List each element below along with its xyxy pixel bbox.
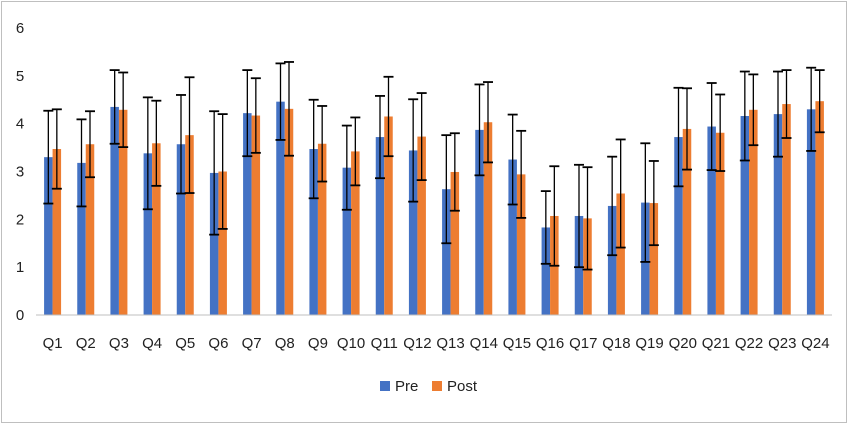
y-tick-label: 4 xyxy=(16,116,24,133)
bar-pre-q1 xyxy=(44,157,53,315)
bar-pre-q23 xyxy=(773,114,783,315)
bar-pre-q3 xyxy=(110,106,119,315)
bar-post-q23 xyxy=(782,104,791,316)
bar-post-q1 xyxy=(52,149,62,315)
y-tick-label: 1 xyxy=(16,259,24,276)
bar-post-q8 xyxy=(284,108,294,315)
y-tick-label: 3 xyxy=(16,164,24,181)
bar-post-q4 xyxy=(152,143,161,315)
bar-post-q5 xyxy=(185,135,194,315)
bar-pre-q2 xyxy=(77,162,86,315)
bar-post-q12 xyxy=(417,136,426,315)
y-tick-label: 2 xyxy=(16,211,24,228)
x-tick-label: Q1 xyxy=(43,335,63,352)
bar-pre-q18 xyxy=(607,205,617,315)
bar-pre-q6 xyxy=(209,172,219,315)
error-bar-marks xyxy=(43,61,825,271)
x-tick-label: Q13 xyxy=(436,335,464,352)
bar-post-q7 xyxy=(251,115,261,315)
bar-pre-q7 xyxy=(243,113,252,315)
bar-marks xyxy=(44,101,824,316)
x-tick-label: Q5 xyxy=(175,335,195,352)
x-tick-label: Q20 xyxy=(669,335,697,352)
x-tick-label: Q17 xyxy=(569,335,597,352)
legend-swatch-post xyxy=(432,381,442,391)
x-tick-label: Q4 xyxy=(142,335,162,352)
bar-post-q13 xyxy=(450,171,460,315)
x-tick-label: Q7 xyxy=(242,335,262,352)
bar-post-q15 xyxy=(516,174,526,315)
bar-post-q6 xyxy=(218,171,227,315)
bar-post-q18 xyxy=(616,193,625,315)
x-axis-tick-labels: Q1 Q2 Q3 Q4 Q5 Q6 Q7 Q8 Q9 Q10 Q11 Q12 Q13 Q14 Q15 Q16 Q… xyxy=(43,335,830,352)
bar-pre-q14 xyxy=(475,129,484,315)
bar-pre-q9 xyxy=(309,149,318,315)
y-tick-label: 5 xyxy=(16,68,24,85)
y-tick-label: 0 xyxy=(16,307,24,324)
x-tick-label: Q10 xyxy=(337,335,365,352)
bar-pre-q22 xyxy=(740,116,750,315)
bar-pre-q12 xyxy=(408,150,418,315)
x-tick-label: Q19 xyxy=(635,335,663,352)
bar-pre-q8 xyxy=(276,101,285,315)
x-tick-label: Q6 xyxy=(208,335,228,352)
bar-post-q22 xyxy=(749,109,758,315)
bar-post-q21 xyxy=(715,132,725,315)
bar-pre-q24 xyxy=(806,109,816,315)
y-tick-label: 6 xyxy=(16,20,24,37)
bar-pre-q4 xyxy=(143,153,153,315)
x-tick-label: Q18 xyxy=(602,335,630,352)
legend: Pre Post xyxy=(380,378,478,395)
bar-post-q19 xyxy=(649,203,659,315)
bar-post-q3 xyxy=(118,109,128,315)
x-tick-label: Q15 xyxy=(503,335,531,352)
x-tick-label: Q23 xyxy=(768,335,796,352)
x-tick-label: Q12 xyxy=(403,335,431,352)
bar-post-q14 xyxy=(483,122,493,316)
bar-pre-q11 xyxy=(375,137,385,315)
legend-swatch-pre xyxy=(380,381,390,391)
x-tick-label: Q9 xyxy=(308,335,328,352)
x-tick-label: Q11 xyxy=(371,335,398,352)
y-axis-tick-labels: 0 1 2 3 4 5 6 xyxy=(16,20,24,324)
x-tick-label: Q21 xyxy=(702,335,730,352)
legend-label-post: Post xyxy=(447,378,478,395)
bar-post-q2 xyxy=(85,144,95,315)
x-tick-label: Q14 xyxy=(470,335,498,352)
bar-pre-q10 xyxy=(342,167,352,315)
x-tick-label: Q24 xyxy=(801,335,829,352)
bar-post-q11 xyxy=(384,116,393,315)
bar-post-q9 xyxy=(317,143,327,315)
bar-post-q10 xyxy=(351,151,360,315)
x-tick-label: Q3 xyxy=(109,335,129,352)
bar-pre-q5 xyxy=(176,144,186,315)
bar-pre-q21 xyxy=(707,126,716,315)
x-tick-label: Q22 xyxy=(735,335,763,352)
bar-pre-q16 xyxy=(541,227,551,315)
bar-pre-q15 xyxy=(508,159,517,315)
bar-post-q20 xyxy=(682,128,692,315)
bar-pre-q13 xyxy=(442,189,451,315)
legend-label-pre: Pre xyxy=(395,378,418,395)
x-tick-label: Q8 xyxy=(275,335,295,352)
bar-post-q24 xyxy=(815,101,824,315)
x-tick-label: Q2 xyxy=(76,335,96,352)
x-tick-label: Q16 xyxy=(536,335,564,352)
bar-pre-q20 xyxy=(674,137,683,315)
